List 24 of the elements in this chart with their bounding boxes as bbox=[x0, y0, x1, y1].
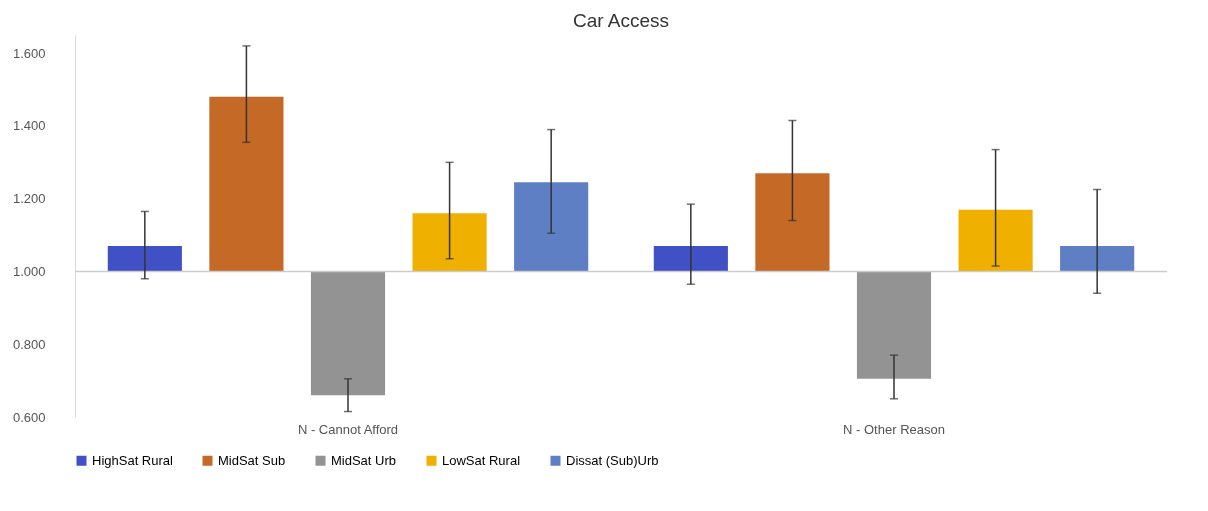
bar bbox=[310, 271, 386, 396]
x-tick-label: N - Cannot Afford bbox=[297, 421, 399, 437]
legend-label: MidSat Urb bbox=[331, 452, 397, 468]
y-tick-label: 1.400 bbox=[12, 118, 46, 134]
y-tick-label: 1.000 bbox=[12, 263, 46, 279]
legend-label: LowSat Rural bbox=[442, 452, 521, 468]
bar bbox=[653, 246, 728, 272]
y-tick-label: 1.200 bbox=[12, 191, 46, 207]
bar bbox=[209, 96, 284, 272]
bar bbox=[755, 173, 830, 272]
legend-label: MidSat Sub bbox=[218, 452, 286, 468]
y-tick-label: 1.600 bbox=[12, 45, 46, 61]
x-tick-label: N - Other Reason bbox=[843, 421, 945, 437]
y-tick-label: 0.600 bbox=[12, 409, 46, 425]
chart-title: Car Access bbox=[572, 10, 670, 31]
legend-label: Dissat (Sub)Urb bbox=[566, 452, 659, 468]
bar bbox=[958, 209, 1033, 272]
bar bbox=[107, 246, 182, 272]
bar bbox=[856, 271, 932, 379]
legend-label: HighSat Rural bbox=[92, 452, 174, 468]
bar bbox=[514, 182, 589, 272]
bar bbox=[1060, 246, 1135, 272]
y-tick-label: 0.800 bbox=[12, 336, 46, 352]
bar bbox=[412, 213, 487, 272]
